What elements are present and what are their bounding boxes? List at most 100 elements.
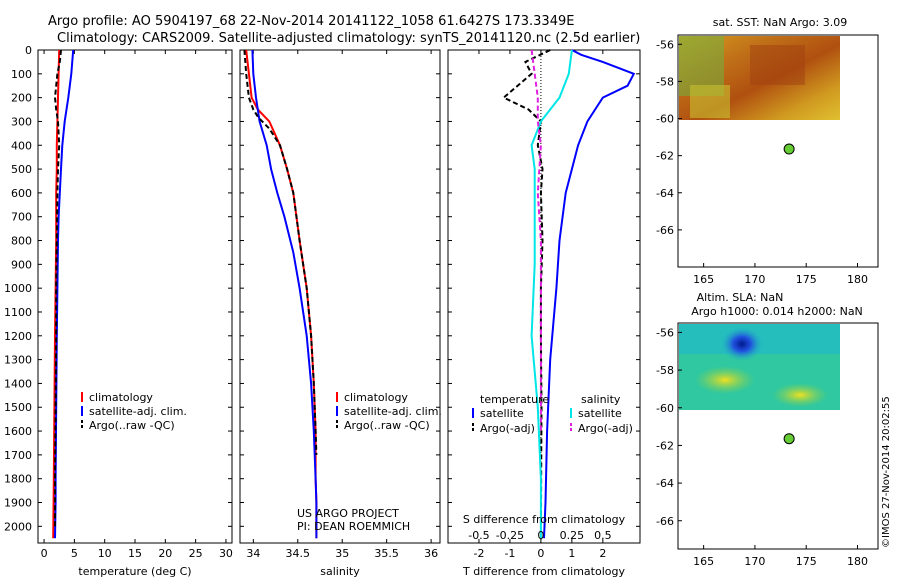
depth-tick-label: 1500 bbox=[4, 401, 32, 414]
sla-map-axes: 165 170 175 180 -56 -58 -60 -62 -64 -66 bbox=[656, 326, 868, 568]
legend-label: Argo(..raw -QC) bbox=[344, 419, 430, 432]
s-diff-xlabel: S difference from climatology bbox=[463, 513, 626, 526]
sla-ytick-label: -66 bbox=[656, 515, 674, 528]
sla-xtick-label: 170 bbox=[744, 555, 765, 568]
depth-tick-label: 800 bbox=[11, 235, 32, 248]
sst-ytick-label: -58 bbox=[656, 75, 674, 88]
diff-plot-frame bbox=[447, 49, 641, 544]
header-line-2: Climatology: CARS2009. Satellite-adjuste… bbox=[57, 31, 640, 46]
copyright-note: ©IMOS 27-Nov-2014 20:02:55 bbox=[881, 396, 892, 548]
sal-series-2 bbox=[243, 49, 318, 455]
sla-map-title: Altim. SLA: NaN bbox=[697, 291, 784, 304]
depth-tick-label: 1200 bbox=[4, 330, 32, 343]
s-diff-tick-label: 0.5 bbox=[594, 529, 612, 542]
sal-xtick-label: 34 bbox=[246, 547, 260, 560]
depth-tick-label: 500 bbox=[11, 163, 32, 176]
legend-label: climatology bbox=[89, 391, 153, 404]
legend-title-temperature: temperature bbox=[480, 393, 549, 406]
sla-low-anomaly bbox=[720, 326, 764, 362]
temp-xtick-label: 0 bbox=[41, 547, 48, 560]
depth-tick-label: 600 bbox=[11, 187, 32, 200]
depth-tick-label: 0 bbox=[25, 44, 32, 57]
sla-ytick-label: -64 bbox=[656, 477, 674, 490]
depth-tick-label: 1800 bbox=[4, 473, 32, 486]
depth-tick-label: 1300 bbox=[4, 354, 32, 367]
legend-label: satellite-adj. clim. bbox=[344, 405, 442, 418]
diff-xlabel: T difference from climatology bbox=[462, 565, 625, 578]
sst-heatmap bbox=[679, 36, 840, 120]
sal-xlabel: salinity bbox=[320, 565, 360, 578]
depth-tick-label: 1100 bbox=[4, 306, 32, 319]
s-diff-tick-label: 0.25 bbox=[560, 529, 585, 542]
sst-ytick-label: -62 bbox=[656, 150, 674, 163]
sla-xtick-label: 180 bbox=[847, 555, 868, 568]
legend-label: climatology bbox=[344, 391, 408, 404]
sst-ytick-label: -66 bbox=[656, 224, 674, 237]
legend-label: satellite-adj. clim. bbox=[89, 405, 187, 418]
diff-xtick-label: 1 bbox=[568, 547, 575, 560]
temp-xtick-label: 10 bbox=[98, 547, 112, 560]
diff-xtick-label: -1 bbox=[504, 547, 515, 560]
sla-xtick-label: 175 bbox=[796, 555, 817, 568]
sst-xtick-label: 165 bbox=[693, 273, 714, 286]
sal-xtick-label: 35 bbox=[335, 547, 349, 560]
depth-tick-label: 1600 bbox=[4, 425, 32, 438]
depth-tick-label: 2000 bbox=[4, 520, 32, 533]
s-diff-tick-label: 0 bbox=[537, 529, 544, 542]
sal-xtick-label: 36 bbox=[424, 547, 438, 560]
sst-heatmap-cold-patch-2 bbox=[690, 85, 730, 118]
diff-series-0 bbox=[543, 49, 636, 539]
sla-ytick-label: -56 bbox=[656, 326, 674, 339]
diff-series-2 bbox=[530, 49, 573, 539]
sla-ytick-label: -58 bbox=[656, 364, 674, 377]
sla-high-anomaly-2 bbox=[772, 383, 828, 407]
s-diff-tick-label: -0.25 bbox=[496, 529, 524, 542]
sla-heatmap bbox=[679, 324, 840, 410]
sla-ytick-label: -60 bbox=[656, 402, 674, 415]
temp-series-0 bbox=[52, 49, 61, 539]
legend-label: satellite bbox=[480, 407, 524, 420]
depth-tick-label: 1400 bbox=[4, 377, 32, 390]
temp-series-1 bbox=[54, 49, 75, 539]
diff-xtick-label: 0 bbox=[537, 547, 544, 560]
temp-xtick-label: 25 bbox=[189, 547, 203, 560]
depth-tick-label: 300 bbox=[11, 115, 32, 128]
temp-series-2 bbox=[53, 49, 62, 527]
temp-plot-frame bbox=[37, 49, 233, 544]
temp-xtick-label: 20 bbox=[158, 547, 172, 560]
pi-annotation: PI: DEAN ROEMMICH bbox=[297, 520, 410, 533]
header-line-1: Argo profile: AO 5904197_68 22-Nov-2014 … bbox=[48, 14, 574, 29]
temp-xtick-label: 5 bbox=[71, 547, 78, 560]
sst-heatmap-warm-patch bbox=[750, 45, 805, 85]
sst-ytick-label: -56 bbox=[656, 38, 674, 51]
legend-title-salinity: salinity bbox=[581, 393, 621, 406]
diff-series-3 bbox=[530, 49, 542, 432]
sst-ytick-label: -60 bbox=[656, 113, 674, 126]
diff-xtick-label: 2 bbox=[599, 547, 606, 560]
s-diff-tick-label: -0.5 bbox=[468, 529, 489, 542]
depth-tick-label: 1700 bbox=[4, 449, 32, 462]
temp-xtick-label: 15 bbox=[128, 547, 142, 560]
depth-tick-label: 100 bbox=[11, 68, 32, 81]
legend-label: Argo(-adj) bbox=[480, 422, 535, 435]
sst-map-axes: 165 170 175 180 -56 -58 -60 -62 -64 -66 bbox=[656, 38, 868, 286]
temp-xlabel: temperature (deg C) bbox=[78, 565, 191, 578]
sal-xtick-label: 34.5 bbox=[286, 547, 311, 560]
sst-xtick-label: 170 bbox=[744, 273, 765, 286]
sla-argo-marker bbox=[783, 433, 795, 445]
sla-map-panel: Altim. SLA: NaN Argo h1000: 0.014 h2000:… bbox=[656, 291, 879, 568]
diff-series-1 bbox=[501, 49, 551, 527]
legend-label: satellite bbox=[578, 407, 622, 420]
depth-tick-label: 900 bbox=[11, 258, 32, 271]
sla-map-subtitle: Argo h1000: 0.014 h2000: NaN bbox=[691, 305, 863, 318]
legend-label: Argo(-adj) bbox=[578, 422, 633, 435]
sla-high-anomaly bbox=[695, 366, 755, 394]
sst-ytick-label: -64 bbox=[656, 187, 674, 200]
sst-map-title: sat. SST: NaN Argo: 3.09 bbox=[713, 16, 847, 29]
sal-xtick-label: 35.5 bbox=[374, 547, 399, 560]
sst-xtick-label: 175 bbox=[796, 273, 817, 286]
salinity-panel: 34 34.5 35 35.5 36 salinity climatologysatelli… bbox=[239, 49, 442, 578]
temperature-panel: 0 5 10 15 20 25 300100200300400500600700800900… bbox=[4, 44, 233, 578]
sst-map-panel: sat. SST: NaN Argo: 3.09 165 170 175 180 -56… bbox=[656, 16, 879, 286]
